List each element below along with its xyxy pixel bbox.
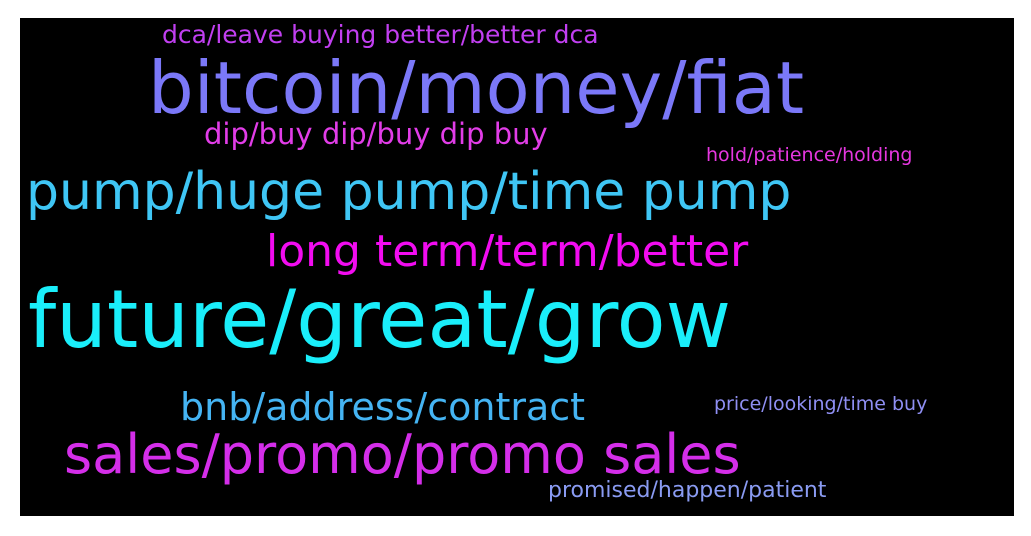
word-price-looking: price/looking/time buy [714, 393, 928, 415]
word-bitcoin-money-fiat: bitcoin/money/fiat [148, 46, 805, 130]
word-bnb-address-contract: bnb/address/contract [180, 385, 586, 429]
word-sales-promo: sales/promo/promo sales [64, 423, 741, 486]
word-dip-buy: dip/buy dip/buy dip buy [204, 117, 548, 151]
word-future-great-grow: future/great/grow [28, 273, 732, 366]
word-promised-happen: promised/happen/patient [548, 478, 827, 503]
word-long-term: long term/term/better [266, 226, 749, 277]
word-cloud-canvas: dca/leave buying better/better dca bitco… [20, 18, 1014, 516]
word-hold-patience: hold/patience/holding [706, 144, 913, 166]
word-dca-leave-buying: dca/leave buying better/better dca [162, 20, 599, 49]
word-pump-huge-pump: pump/huge pump/time pump [26, 162, 792, 222]
